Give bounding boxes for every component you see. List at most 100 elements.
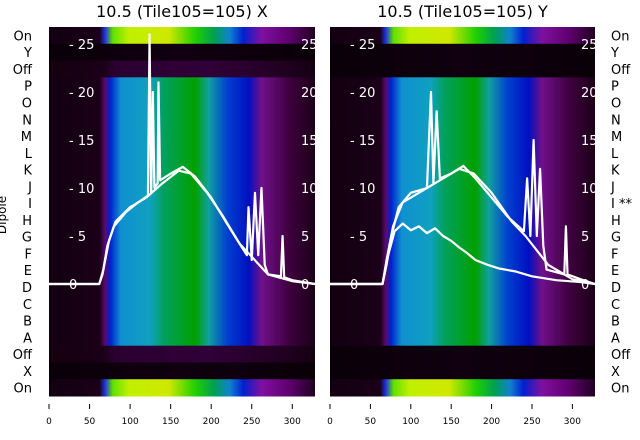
x-tick-label: 300 — [564, 417, 581, 427]
row-label: F — [611, 247, 618, 262]
row-label: J — [610, 180, 615, 195]
heatmap-row — [330, 94, 595, 112]
row-label: A — [23, 331, 32, 346]
heatmap-row — [49, 261, 315, 280]
row-label: G — [611, 231, 621, 246]
x-tick-label: 100 — [402, 417, 419, 427]
heatmap-row — [330, 245, 595, 263]
heatmap-row — [49, 127, 315, 145]
inner-y-tick-label: 0 — [69, 278, 77, 293]
heatmap-row — [330, 60, 595, 78]
inner-y-tick-label-right: 15 — [581, 134, 598, 149]
row-label: L — [611, 147, 619, 162]
heatmap-row — [49, 211, 315, 229]
inner-y-tick-label-right: 0 — [301, 278, 309, 293]
inner-y-tick-label-right: 15 — [301, 134, 318, 149]
x-tick-label: 200 — [203, 417, 220, 427]
inner-y-tick-label-right: 10 — [301, 182, 318, 197]
row-label: Y — [23, 46, 32, 61]
x-tick-label: 250 — [243, 417, 260, 427]
row-label: N — [611, 113, 621, 128]
inner-y-tick-label: - 15 — [350, 134, 375, 149]
inner-y-tick-label-right: 20 — [301, 86, 318, 101]
row-label: B — [23, 315, 32, 330]
row-label: P — [24, 80, 32, 95]
row-label: X — [611, 365, 620, 380]
row-label: H — [611, 214, 621, 229]
x-tick-label: 0 — [46, 417, 52, 427]
heatmap-row — [49, 345, 315, 363]
heatmap-row — [49, 362, 315, 380]
row-label: Off — [13, 63, 33, 78]
x-tick-label: 150 — [162, 417, 179, 427]
heatmap-row — [49, 43, 315, 62]
heatmap-row — [330, 27, 595, 45]
row-label: On — [14, 29, 32, 44]
heatmap-row — [330, 261, 595, 280]
row-label: I ** — [611, 197, 632, 212]
row-label: P — [611, 80, 619, 95]
inner-y-tick-label-right: 5 — [301, 230, 309, 245]
heatmap-row — [330, 144, 595, 162]
row-label: L — [25, 147, 33, 162]
row-label: E — [24, 264, 32, 279]
heatmap-row — [49, 228, 315, 246]
heatmap-row — [330, 211, 595, 229]
heatmap-row — [49, 312, 315, 330]
inner-y-tick-label: - 10 — [350, 182, 375, 197]
heatmap-row — [330, 43, 595, 62]
heatmap-row — [49, 60, 315, 78]
row-label: M — [611, 130, 622, 145]
x-tick-label: 50 — [84, 417, 96, 427]
heatmap-row — [330, 312, 595, 330]
row-label: Y — [610, 46, 619, 61]
inner-y-tick-label: - 5 — [350, 230, 367, 245]
row-label: K — [23, 164, 32, 179]
row-label: O — [611, 96, 621, 111]
heatmap-row — [330, 194, 595, 212]
y-axis-label: Dipole — [0, 196, 9, 234]
heatmap-row — [330, 362, 595, 380]
chart-title: 10.5 (Tile105=105) Y — [377, 2, 548, 21]
heatmap-row — [49, 94, 315, 112]
heatmap-row — [49, 27, 315, 45]
row-label: F — [25, 247, 32, 262]
row-label: On — [14, 382, 32, 397]
heatmap-row — [330, 278, 595, 296]
x-tick-label: 200 — [483, 417, 500, 427]
row-label: H — [22, 214, 32, 229]
heatmap-row — [49, 144, 315, 162]
series-line-trace-2 — [49, 169, 316, 286]
heatmap-row — [49, 328, 315, 347]
x-tick-label: 100 — [122, 417, 139, 427]
inner-y-tick-label-right: 25 — [581, 38, 598, 53]
heatmap-row — [49, 295, 315, 313]
row-label: J — [27, 180, 32, 195]
inner-y-tick-label-right: 20 — [581, 86, 598, 101]
heatmap-row — [49, 77, 315, 95]
heatmap-row — [49, 278, 315, 296]
heatmap-row — [330, 328, 595, 347]
row-label: K — [611, 164, 620, 179]
inner-y-tick-label: - 10 — [69, 182, 94, 197]
inner-y-tick-label: - 5 — [69, 230, 86, 245]
inner-y-tick-label: - 25 — [350, 38, 375, 53]
inner-y-tick-label: - 20 — [350, 86, 375, 101]
row-label: O — [22, 96, 32, 111]
heatmap-row — [49, 110, 315, 129]
inner-y-tick-label: 0 — [350, 278, 358, 293]
inner-y-tick-label-right: 5 — [581, 230, 589, 245]
x-tick-label: 50 — [365, 417, 377, 427]
series-line-trace-2 — [330, 222, 596, 286]
row-label: On — [611, 29, 629, 44]
heatmap-row — [330, 110, 595, 129]
inner-y-tick-label: - 20 — [69, 86, 94, 101]
inner-y-tick-label: - 25 — [69, 38, 94, 53]
inner-y-tick-label-right: 10 — [581, 182, 598, 197]
series-line-trace-1 — [330, 90, 596, 286]
row-label: A — [611, 331, 620, 346]
row-label: M — [21, 130, 32, 145]
series-line-trace-3 — [330, 167, 596, 286]
